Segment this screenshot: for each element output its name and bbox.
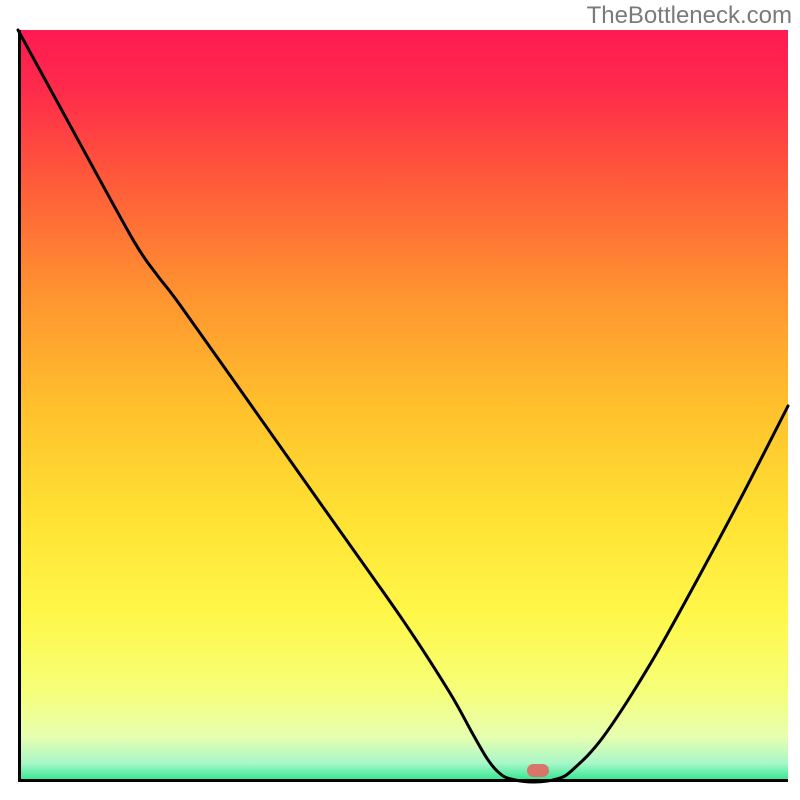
bottleneck-marker	[527, 764, 549, 778]
x-axis	[18, 779, 788, 782]
chart-container: TheBottleneck.com	[0, 0, 800, 800]
plot-area	[18, 30, 788, 782]
curve-path	[18, 30, 788, 782]
watermark-text: TheBottleneck.com	[587, 2, 792, 30]
bottleneck-curve	[18, 30, 788, 782]
y-axis	[18, 30, 21, 782]
